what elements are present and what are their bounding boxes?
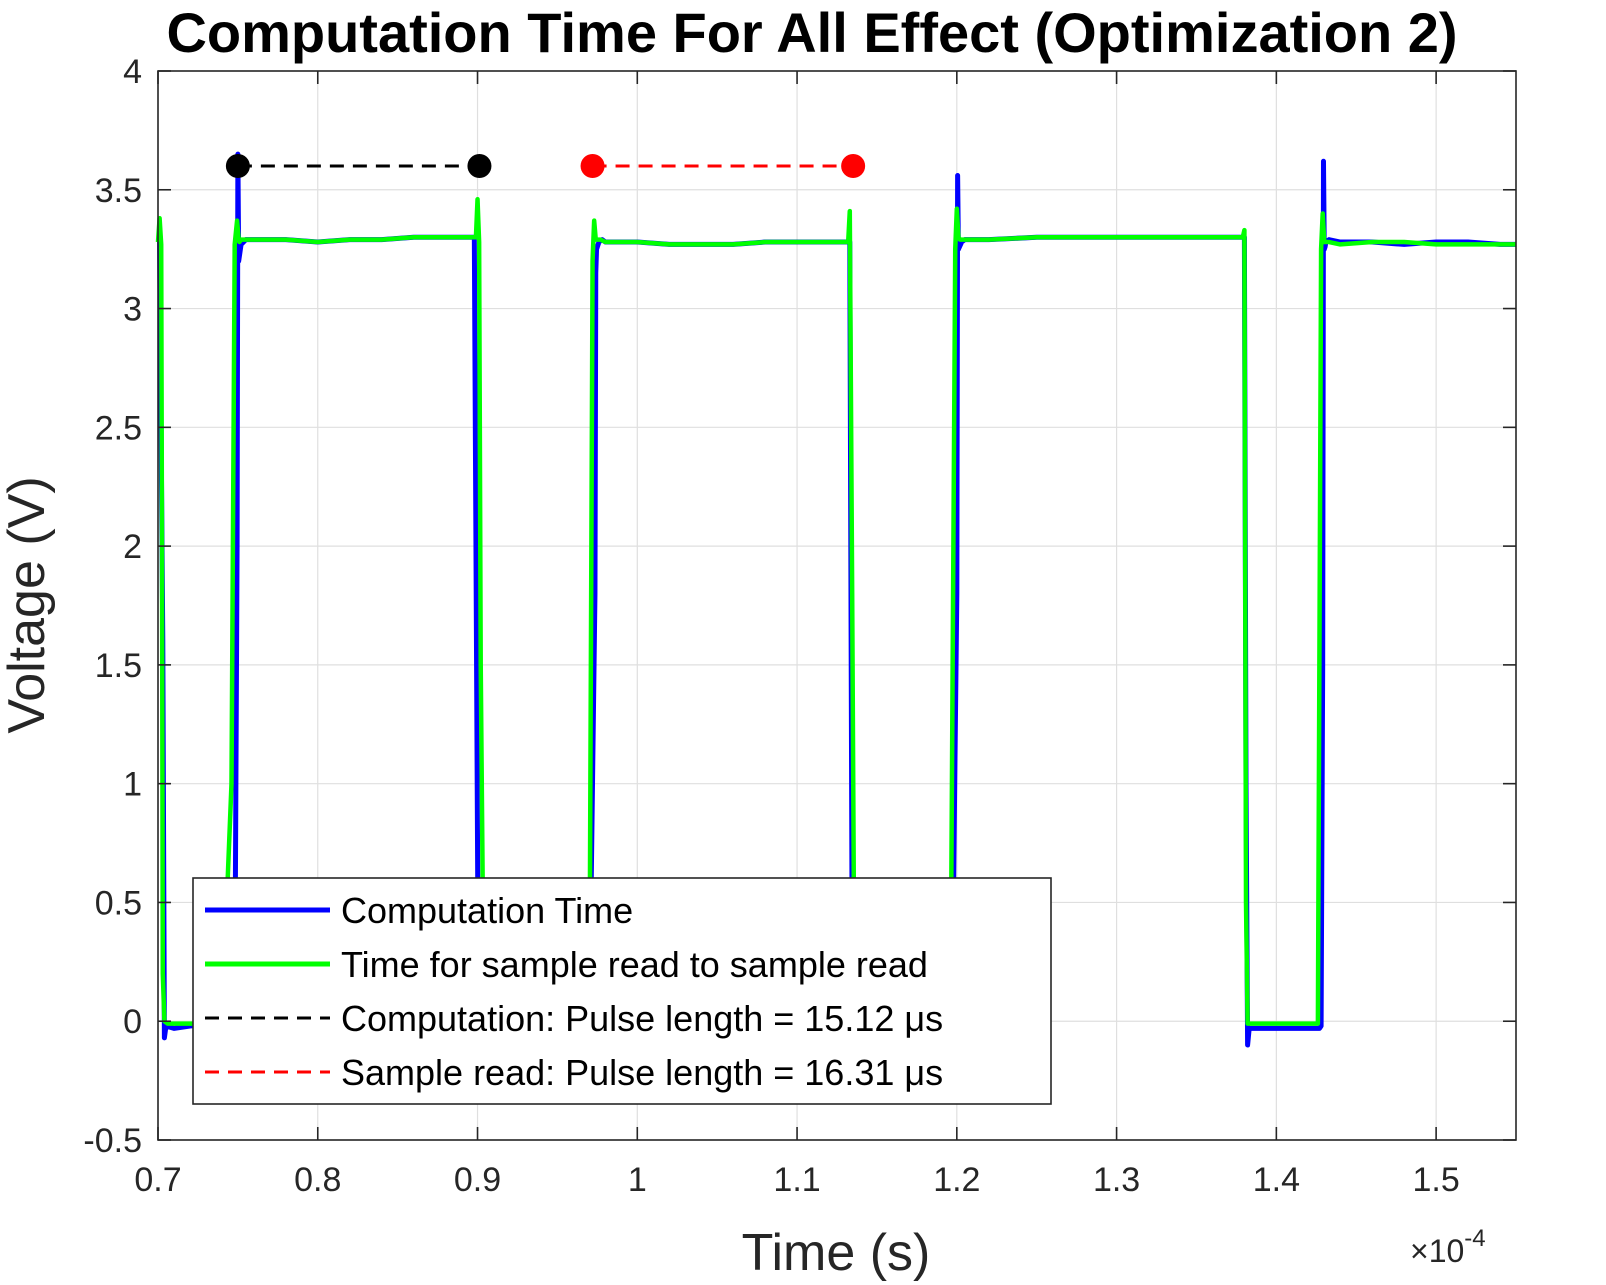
pulse-marker [225,154,250,179]
x-tick-label: 1.1 [773,1161,820,1199]
y-tick-label: 2.5 [95,409,142,447]
legend-label: Sample read: Pulse length = 16.31 μs [341,1052,943,1093]
pulse-marker [841,154,866,179]
y-tick-label: 3 [123,291,142,329]
plot-frame [157,70,1517,1141]
pulse-marker [467,154,492,179]
axis-ticks [157,70,1516,1141]
x-tick-label: 0.8 [294,1161,341,1199]
x-exponent-base: ×10 [1410,1233,1464,1269]
x-tick-label: 1 [628,1161,647,1199]
y-axis-label: Voltage (V) [0,476,56,733]
x-tick-label: 1.4 [1253,1161,1300,1199]
y-tick-label: 4 [123,53,142,91]
x-axis-label: Time (s) [742,1224,931,1282]
x-tick-label: 0.7 [134,1161,181,1199]
y-tick-label: 1.5 [95,647,142,685]
legend-label: Time for sample read to sample read [341,944,928,985]
y-tick-label: 0 [123,1003,142,1041]
y-tick-label: 3.5 [95,172,142,210]
legend-box [192,877,1052,1105]
y-tick-label: -0.5 [83,1122,142,1160]
x-tick-label: 0.9 [454,1161,501,1199]
legend-entry: Sample read: Pulse length = 16.31 μs [205,1052,943,1093]
x-tick-label: 1.3 [1093,1161,1140,1199]
chart-title: Computation Time For All Effect (Optimiz… [166,1,1457,64]
y-tick-label: 1 [123,766,142,804]
y-tick-labels: -0.5 0 0.5 1 1.5 2 2.5 3 3.5 4 [83,53,142,1160]
x-tick-label: 1.2 [933,1161,980,1199]
legend: Computation Time Time for sample read to… [192,877,1052,1105]
legend-entry: Computation Time [205,890,633,931]
legend-entry: Time for sample read to sample read [205,944,928,985]
x-tick-labels: 0.7 0.8 0.9 1 1.1 1.2 1.3 1.4 1.5 [134,1161,1459,1199]
x-exponent-power: -4 [1464,1225,1485,1252]
pulse-marker [580,154,605,179]
legend-entry: Computation: Pulse length = 15.12 μs [205,998,943,1039]
x-tick-label: 1.5 [1412,1161,1459,1199]
traces [155,151,1516,1048]
series-line [155,197,1516,1026]
legend-label: Computation Time [341,890,633,931]
x-exponent-label: ×10-4 [1410,1225,1486,1269]
y-tick-label: 0.5 [95,884,142,922]
y-tick-label: 2 [123,528,142,566]
legend-label: Computation: Pulse length = 15.12 μs [341,998,943,1039]
